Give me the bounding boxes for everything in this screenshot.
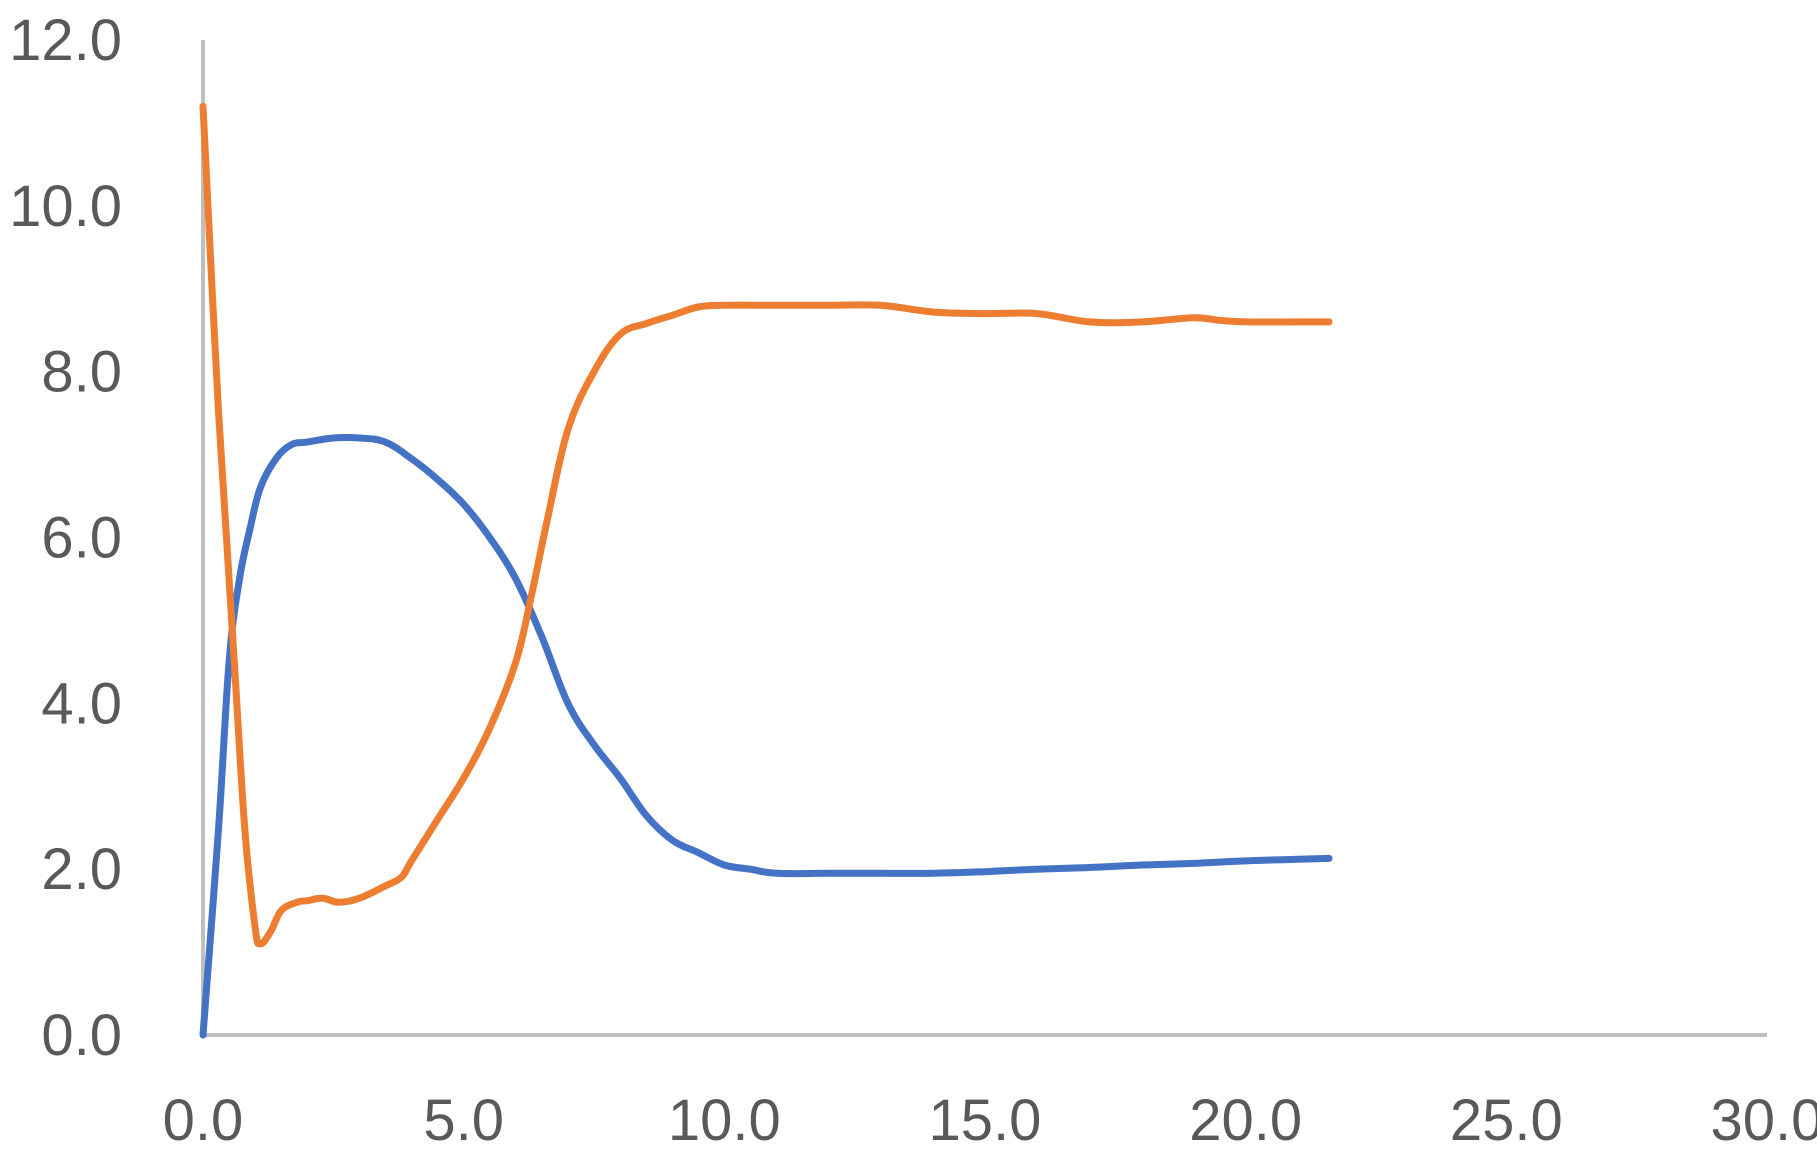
series-line-1: [199, 433, 1333, 1039]
series-line-2: [199, 102, 1333, 948]
x-tick-label: 15.0: [929, 1088, 1042, 1147]
x-tick-label: 5.0: [423, 1088, 504, 1147]
x-tick-label: 30.0: [1711, 1088, 1817, 1147]
y-tick-label: 2.0: [41, 837, 122, 902]
y-tick-label: 0.0: [41, 1003, 122, 1068]
y-tick-label: 12.0: [9, 8, 122, 73]
axes-layer: [201, 40, 1767, 1037]
labels-layer: 0.0 2.0 4.0 6.0 8.0 10.0 12.0 0.0 5.0 10.0 15.0 20.…: [9, 8, 1817, 1152]
y-tick-label: 4.0: [41, 671, 122, 736]
series-layer: [199, 102, 1333, 1039]
y-tick-label: 10.0: [9, 174, 122, 239]
x-tick-label: 0.0: [163, 1088, 244, 1147]
y-tick-label: 6.0: [41, 506, 122, 571]
x-tick-label: 10.0: [668, 1088, 781, 1147]
x-tick-label: 25.0: [1450, 1088, 1563, 1147]
y-tick-label: 8.0: [41, 340, 122, 405]
x-tick-label: 20.0: [1189, 1088, 1302, 1147]
